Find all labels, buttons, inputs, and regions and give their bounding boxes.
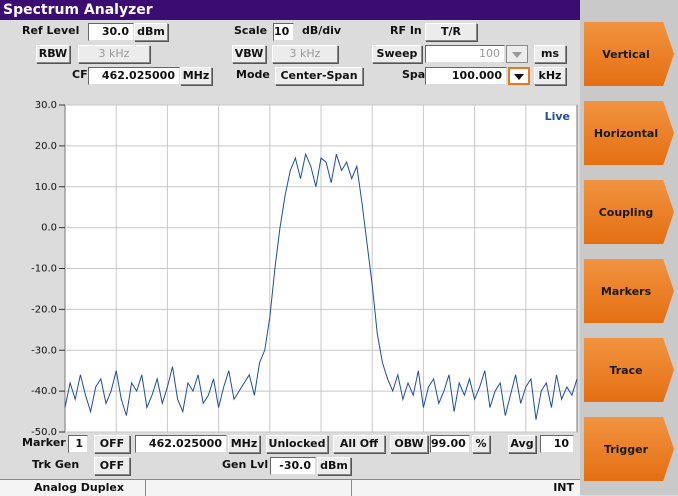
lock-button[interactable]: Unlocked [266, 435, 328, 453]
y-tick-label: -40.0 [31, 386, 57, 397]
dropdown[interactable] [508, 67, 530, 85]
y-tick-label: -10.0 [31, 264, 57, 275]
y-tick-label: -30.0 [31, 345, 57, 356]
live-label: Live [545, 110, 570, 123]
status-bar: Analog Duplex INT [0, 479, 580, 496]
y-tick-label: 10.0 [35, 182, 57, 193]
span-field[interactable]: 100.000 [425, 67, 507, 85]
status-ref: INT [553, 481, 574, 494]
label: RF In [390, 24, 422, 37]
y-tick-label: 30.0 [35, 100, 57, 111]
dropdown [506, 45, 528, 63]
spectrum-chart: Live 30.0 20.0 10.0 0.0 -10.0 -20.0 -30.0 -40.0… [31, 100, 578, 438]
unit-button[interactable]: % [472, 435, 490, 453]
trk-gen-button[interactable]: OFF [94, 457, 130, 475]
y-tick-label: -50.0 [31, 427, 57, 438]
y-tick-label: 0.0 [41, 223, 57, 234]
y-tick-label: -20.0 [31, 304, 57, 315]
gen-lvl-field[interactable]: -30.0 [270, 457, 316, 475]
unit-button[interactable]: dBm [134, 23, 168, 41]
softkey[interactable]: Coupling [584, 180, 674, 244]
marker-state-button[interactable]: OFF [94, 435, 130, 453]
softkey-column: Vertical Horizontal Coupling Markers Trace Tr… [580, 0, 678, 495]
sweep-field: 100 [425, 45, 505, 63]
obw-field[interactable]: 99.00 [430, 435, 470, 453]
marker-freq-field[interactable]: 462.025000 [135, 435, 227, 453]
rbw-value: 3 kHz [78, 45, 150, 63]
unit-button[interactable]: ms [534, 45, 566, 63]
mode-button[interactable]: Center-Span [275, 67, 363, 85]
vbw-button[interactable]: VBW [232, 45, 266, 63]
softkey[interactable]: Horizontal [584, 101, 674, 165]
unit-button[interactable]: MHz [180, 67, 212, 85]
title-bar: Spectrum Analyzer [0, 0, 580, 20]
label: Trk Gen [32, 458, 80, 471]
obw-button[interactable]: OBW [390, 435, 428, 453]
marker-field[interactable]: 1 [68, 435, 88, 453]
scale-field[interactable]: 10 [273, 23, 294, 41]
sweep-button[interactable]: Sweep [372, 45, 422, 63]
softkey[interactable]: Markers [584, 259, 674, 323]
all-off-button[interactable]: All Off [333, 435, 385, 453]
vbw-value: 3 kHz [272, 45, 338, 63]
rbw-button[interactable]: RBW [36, 45, 70, 63]
cf-field[interactable]: 462.025000 [88, 67, 180, 85]
label: Ref Level [22, 24, 80, 37]
label: CF [72, 68, 88, 81]
status-cell [146, 480, 352, 496]
ref-level-field[interactable]: 30.0 [88, 23, 134, 41]
unit-button[interactable]: MHz [228, 435, 260, 453]
avg-button[interactable]: Avg [508, 435, 536, 453]
label: Mode [236, 68, 270, 81]
label: dB/div [302, 24, 342, 37]
softkey[interactable]: Trigger [584, 417, 674, 481]
label: Scale [234, 24, 268, 37]
label: Marker [22, 436, 66, 449]
label: Gen Lvl [222, 458, 269, 471]
softkey[interactable]: Vertical [584, 22, 674, 86]
avg-field[interactable]: 10 [540, 435, 574, 453]
softkey[interactable]: Trace [584, 338, 674, 402]
status-mode: Analog Duplex [0, 480, 146, 496]
y-tick-label: 20.0 [35, 141, 57, 152]
rf-in-button[interactable]: T/R [425, 23, 477, 41]
unit-button[interactable]: kHz [534, 67, 566, 85]
trace [64, 152, 578, 420]
unit-button[interactable]: dBm [317, 457, 351, 475]
